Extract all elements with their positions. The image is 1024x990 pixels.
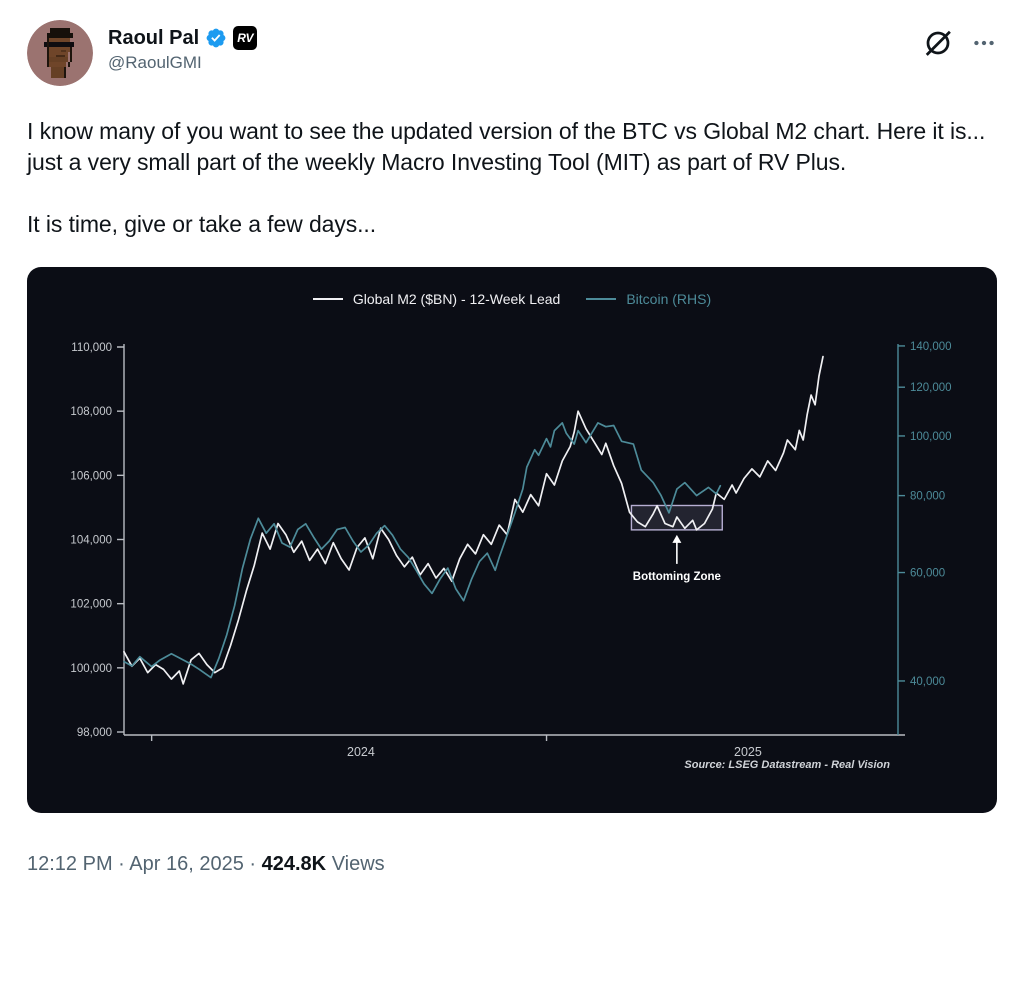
tweet-media-chart[interactable]: Global M2 ($BN) - 12-Week Lead Bitcoin (… <box>27 267 997 813</box>
tweet-header: Raoul Pal RV @RaoulGMI <box>27 20 997 86</box>
left-tick-label: 102,000 <box>70 599 112 611</box>
m2-legend-label: Global M2 ($BN) - 12-Week Lead <box>352 291 561 307</box>
views-label: Views <box>331 853 385 875</box>
m2-line <box>123 355 824 685</box>
tweet-text: I know many of you want to see the updat… <box>27 116 997 240</box>
right-tick-label: 40,000 <box>910 676 945 688</box>
more-options-icon[interactable] <box>971 30 997 61</box>
right-tick-label: 120,000 <box>910 382 952 394</box>
identity-block: Raoul Pal RV @RaoulGMI <box>108 20 258 73</box>
left-tick-label: 110,000 <box>71 342 112 354</box>
bottoming-zone-label: Bottoming Zone <box>633 571 721 583</box>
timestamp-date: Apr 16, 2025 <box>129 853 244 875</box>
verified-badge-icon <box>205 27 227 49</box>
chart-plot: 110,000 108,000 106,000 104,000 102,000 100,0… <box>70 341 952 771</box>
display-name[interactable]: Raoul Pal <box>108 26 200 49</box>
legend-item-m2: Global M2 ($BN) - 12-Week Lead <box>312 291 561 307</box>
left-tick-label: 100,000 <box>70 663 112 675</box>
right-tick-label: 140,000 <box>910 341 952 353</box>
right-tick-label: 100,000 <box>910 431 952 443</box>
bitcoin-legend-label: Bitcoin (RHS) <box>626 291 712 307</box>
chart-source: Source: LSEG Datastream - Real Vision <box>684 759 890 771</box>
tweet-paragraph-2: It is time, give or take a few days... <box>27 211 377 237</box>
left-tick-label: 104,000 <box>70 535 112 547</box>
left-tick-label: 108,000 <box>70 406 112 418</box>
org-affiliation-badge[interactable]: RV <box>233 26 258 50</box>
left-tick-label: 98,000 <box>77 727 112 739</box>
bottoming-zone-arrowhead <box>672 534 682 543</box>
tweet-post: Raoul Pal RV @RaoulGMI <box>27 20 997 875</box>
legend-item-bitcoin: Bitcoin (RHS) <box>586 291 711 307</box>
right-tick-label: 80,000 <box>910 491 945 503</box>
bitcoin-line <box>123 422 722 679</box>
left-tick-label: 106,000 <box>70 470 112 482</box>
grok-icon[interactable] <box>923 28 953 63</box>
tweet-meta: 12:12 PM · Apr 16, 2025 · 424.8K Views <box>27 853 385 875</box>
bitcoin-legend-swatch <box>586 298 617 300</box>
user-handle[interactable]: @RaoulGMI <box>108 53 202 72</box>
avatar[interactable] <box>27 20 93 86</box>
x-tick-label: 2025 <box>734 745 762 759</box>
right-tick-label: 60,000 <box>910 568 945 580</box>
chart-legend: Global M2 ($BN) - 12-Week Lead Bitcoin (… <box>27 291 997 307</box>
tweet-paragraph-1: I know many of you want to see the updat… <box>27 118 986 175</box>
views-count: 424.8K <box>261 853 327 875</box>
m2-legend-swatch <box>312 298 343 300</box>
x-tick-label: 2024 <box>347 745 375 759</box>
timestamp-time: 12:12 PM <box>27 853 113 875</box>
avatar-image <box>27 20 93 86</box>
